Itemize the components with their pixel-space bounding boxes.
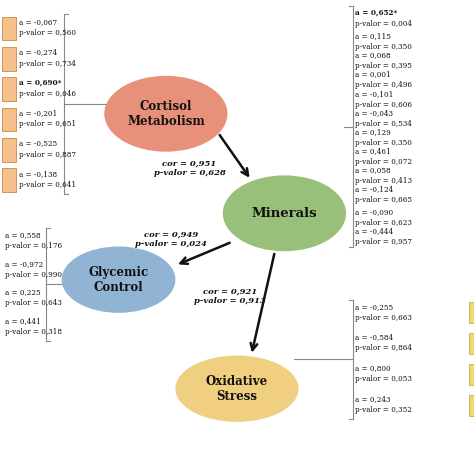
Text: a = -0,584: a = -0,584 (355, 334, 392, 341)
Text: a = -0,274: a = -0,274 (19, 49, 57, 56)
Text: a = -0,067: a = -0,067 (19, 18, 57, 26)
Ellipse shape (175, 356, 299, 422)
Text: p-valor = 0,643: p-valor = 0,643 (5, 300, 62, 307)
Text: a = 0,115: a = 0,115 (355, 33, 391, 40)
Text: a = -0,525: a = -0,525 (19, 140, 57, 147)
Text: p-valor = 0,004: p-valor = 0,004 (355, 20, 411, 27)
Ellipse shape (223, 175, 346, 251)
Text: a = 0,129: a = 0,129 (355, 128, 390, 136)
Text: a = 0,058: a = 0,058 (355, 166, 390, 174)
Text: p-valor = 0,053: p-valor = 0,053 (355, 375, 411, 383)
Text: a = 0,558: a = 0,558 (5, 232, 40, 239)
Text: p-valor = 0,957: p-valor = 0,957 (355, 238, 411, 246)
Text: a = 0,800: a = 0,800 (355, 365, 390, 372)
FancyBboxPatch shape (469, 364, 474, 385)
Text: p-valor = 0,887: p-valor = 0,887 (19, 151, 76, 158)
Text: a = 0,441: a = 0,441 (5, 317, 40, 325)
Text: a = 0,225: a = 0,225 (5, 289, 40, 296)
FancyBboxPatch shape (469, 333, 474, 354)
Text: a = 0,652*: a = 0,652* (355, 9, 397, 17)
Text: p-valor = 0,990: p-valor = 0,990 (5, 271, 62, 279)
Text: cor = 0,949
p-valor = 0,024: cor = 0,949 p-valor = 0,024 (135, 231, 207, 248)
Text: cor = 0,921
p-valor = 0,913: cor = 0,921 p-valor = 0,913 (194, 288, 266, 305)
Text: a = 0,690*: a = 0,690* (19, 79, 61, 87)
Text: a = 0,068: a = 0,068 (355, 52, 390, 59)
Text: a = -0,444: a = -0,444 (355, 227, 392, 235)
Text: cor = 0,951
p-valor = 0,628: cor = 0,951 p-valor = 0,628 (154, 160, 226, 177)
Text: p-valor = 0,350: p-valor = 0,350 (355, 44, 411, 51)
Text: p-valor = 0,651: p-valor = 0,651 (19, 120, 76, 128)
Text: p-valor = 0,641: p-valor = 0,641 (19, 181, 76, 189)
Text: p-valor = 0,318: p-valor = 0,318 (5, 328, 62, 336)
FancyBboxPatch shape (469, 302, 474, 323)
Text: p-valor = 0,734: p-valor = 0,734 (19, 60, 76, 67)
Text: p-valor = 0,606: p-valor = 0,606 (355, 101, 411, 109)
Text: a = -0,043: a = -0,043 (355, 109, 392, 117)
Text: a = 0,461: a = 0,461 (355, 147, 390, 155)
Text: a = -0,255: a = -0,255 (355, 303, 392, 310)
Text: p-valor = 0,560: p-valor = 0,560 (19, 29, 76, 37)
Text: a = -0,201: a = -0,201 (19, 109, 57, 117)
Text: p-valor = 0,665: p-valor = 0,665 (355, 196, 411, 204)
Text: Cortisol
Metabolism: Cortisol Metabolism (127, 100, 205, 128)
Text: p-valor = 0,534: p-valor = 0,534 (355, 120, 411, 128)
FancyBboxPatch shape (2, 77, 16, 101)
Text: p-valor = 0,350: p-valor = 0,350 (355, 139, 411, 147)
Ellipse shape (104, 76, 228, 152)
Text: p-valor = 0,352: p-valor = 0,352 (355, 406, 411, 414)
FancyBboxPatch shape (2, 138, 16, 162)
Text: a = -0,124: a = -0,124 (355, 185, 393, 193)
Text: p-valor = 0,072: p-valor = 0,072 (355, 158, 411, 166)
Text: Glycemic
Control: Glycemic Control (89, 265, 148, 294)
Text: a = -0,972: a = -0,972 (5, 260, 43, 268)
Text: p-valor = 0,864: p-valor = 0,864 (355, 345, 411, 352)
Ellipse shape (62, 246, 175, 313)
Text: a = 0,243: a = 0,243 (355, 395, 390, 403)
Text: p-valor = 0,176: p-valor = 0,176 (5, 243, 62, 250)
Text: p-valor = 0,395: p-valor = 0,395 (355, 63, 411, 70)
FancyBboxPatch shape (2, 168, 16, 192)
Text: a = -0,138: a = -0,138 (19, 170, 57, 178)
Text: Oxidative
Stress: Oxidative Stress (206, 374, 268, 403)
FancyBboxPatch shape (469, 395, 474, 416)
Text: p-valor = 0,663: p-valor = 0,663 (355, 314, 411, 321)
Text: a = -0,090: a = -0,090 (355, 208, 392, 216)
Text: a = -0,101: a = -0,101 (355, 91, 393, 98)
Text: p-valor = 0,496: p-valor = 0,496 (355, 82, 411, 89)
Text: p-valor = 0,046: p-valor = 0,046 (19, 90, 76, 98)
Text: p-valor = 0,413: p-valor = 0,413 (355, 177, 411, 185)
Text: Minerals: Minerals (252, 207, 317, 220)
FancyBboxPatch shape (2, 108, 16, 131)
FancyBboxPatch shape (2, 47, 16, 71)
Text: p-valor = 0,623: p-valor = 0,623 (355, 219, 411, 227)
Text: a = 0,001: a = 0,001 (355, 71, 390, 78)
FancyBboxPatch shape (2, 17, 16, 40)
